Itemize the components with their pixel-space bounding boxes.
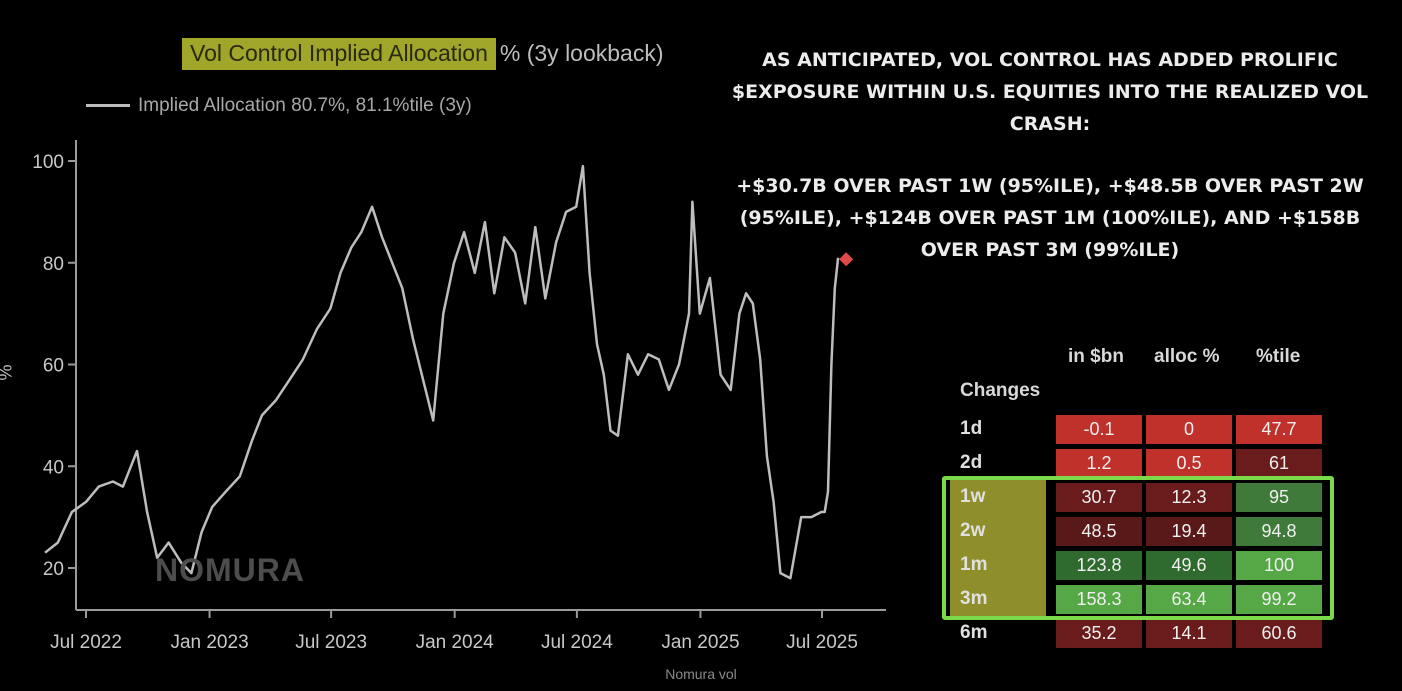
- chart-title-highlight: Vol Control Implied Allocation: [182, 38, 496, 70]
- nomura-watermark: NOMURA: [155, 552, 305, 588]
- table-cell: 0: [1146, 415, 1232, 444]
- row-label-1m: 1m: [960, 554, 988, 575]
- x-tick-label: Jul 2023: [295, 632, 367, 653]
- legend-line-swatch: [86, 104, 130, 108]
- table-cell: 123.8: [1056, 551, 1142, 580]
- x-tick-label: Jan 2023: [170, 632, 248, 653]
- row-label-2d: 2d: [960, 452, 983, 473]
- y-axis-title: %: [0, 364, 17, 380]
- row-label-6m: 6m: [960, 622, 988, 643]
- column-header-bn: in $bn: [1068, 346, 1124, 367]
- x-tick-label: Jul 2025: [786, 632, 858, 653]
- table-cell: 61: [1236, 449, 1322, 478]
- table-cell: 48.5: [1056, 517, 1142, 546]
- table-cell: 99.2: [1236, 585, 1322, 614]
- series-line-implied-allocation: [44, 164, 840, 580]
- table-cell: 19.4: [1146, 517, 1232, 546]
- table-cell: 1.2: [1056, 449, 1142, 478]
- table-cell: -0.1: [1056, 415, 1142, 444]
- table-cell: 35.2: [1056, 619, 1142, 648]
- chart-title-rest: % (3y lookback): [499, 40, 664, 66]
- table-cell: 49.6: [1146, 551, 1232, 580]
- x-tick-label: Jan 2025: [661, 632, 739, 653]
- table-cell: 100: [1236, 551, 1322, 580]
- legend-label: Implied Allocation 80.7%, 81.1%tile (3y): [138, 95, 472, 116]
- table-cell: 158.3: [1056, 585, 1142, 614]
- table-title: Changes: [960, 380, 1041, 401]
- row-label-1w: 1w: [960, 486, 986, 507]
- x-tick-label: Jul 2022: [50, 632, 122, 653]
- x-tick-label: Jan 2024: [416, 632, 495, 653]
- table-cell: 95: [1236, 483, 1322, 512]
- last-value-marker: [839, 252, 854, 267]
- row-label-3m: 3m: [960, 588, 988, 609]
- table-cell: 12.3: [1146, 483, 1232, 512]
- annotation-detail: +$30.7B OVER PAST 1W (95%ILE), +$48.5B O…: [736, 175, 1364, 261]
- table-cell: 0.5: [1146, 449, 1232, 478]
- y-tick-label: 60: [43, 356, 64, 377]
- annotation-headline: AS ANTICIPATED, VOL CONTROL HAS ADDED PR…: [731, 49, 1369, 135]
- highlight-box: [942, 476, 1334, 620]
- column-header-tile: %tile: [1256, 346, 1301, 367]
- table-cell: 63.4: [1146, 585, 1232, 614]
- row-label-1d: 1d: [960, 418, 983, 439]
- row-label-2w: 2w: [960, 520, 986, 541]
- x-tick-label: Jul 2024: [541, 632, 613, 653]
- row-label-highlight: [950, 480, 1046, 618]
- footer-caption: Nomura vol: [665, 666, 737, 682]
- y-tick-label: 100: [32, 152, 64, 173]
- y-tick-label: 80: [43, 254, 64, 275]
- column-header-alloc: alloc %: [1154, 346, 1220, 367]
- table-cell: 14.1: [1146, 619, 1232, 648]
- legend: Implied Allocation 80.7%, 81.1%tile (3y): [86, 95, 472, 117]
- table-cell: 47.7: [1236, 415, 1322, 444]
- table-cell: 60.6: [1236, 619, 1322, 648]
- table-cell: 30.7: [1056, 483, 1142, 512]
- table-cell: 94.8: [1236, 517, 1322, 546]
- y-tick-label: 40: [43, 457, 64, 478]
- y-tick-label: 20: [43, 559, 64, 580]
- chart-title: Vol Control Implied Allocation% (3y look…: [182, 38, 664, 70]
